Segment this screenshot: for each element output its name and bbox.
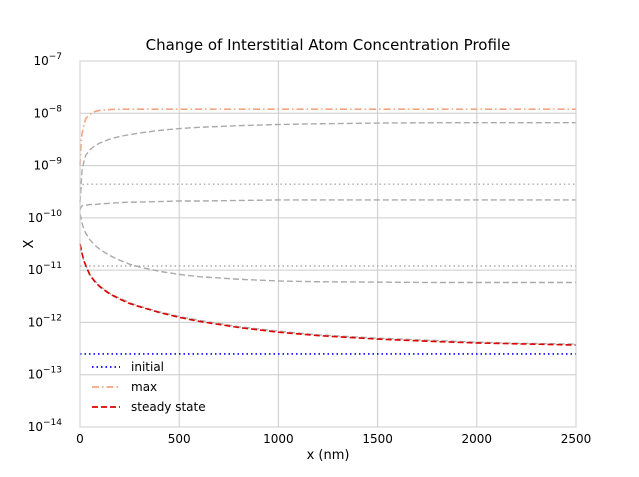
series-line-intermediate-5 (79, 213, 576, 284)
y-tick-base: 10 (33, 54, 48, 68)
y-tick-exponent: −13 (43, 366, 62, 376)
x-tick-label: 1500 (362, 432, 393, 446)
y-tick-base: 10 (33, 159, 48, 173)
plot-frame (79, 60, 577, 428)
y-tick-exponent: −9 (49, 157, 63, 167)
y-tick-label: 10−12 (28, 313, 62, 329)
legend-label: initial (131, 360, 164, 374)
y-tick-label: 10−14 (28, 418, 63, 434)
x-ticks: 0 500 1000 1500 2000 2500 (76, 432, 591, 446)
y-tick-exponent: −12 (43, 313, 62, 323)
y-tick-label: 10−10 (28, 209, 63, 225)
legend: initial max steady state (92, 360, 206, 414)
y-tick-base: 10 (28, 263, 43, 277)
x-axis-label: x (nm) (307, 448, 350, 463)
y-tick-label: 10−7 (33, 52, 62, 68)
x-tick-label: 2000 (462, 432, 493, 446)
y-tick-label: 10−13 (28, 366, 62, 382)
y-tick-base: 10 (28, 315, 43, 329)
x-tick-label: 0 (76, 432, 84, 446)
chart-title: Change of Interstitial Atom Concentratio… (146, 36, 511, 54)
legend-label: max (131, 380, 157, 394)
y-tick-exponent: −8 (49, 104, 63, 114)
series-group (79, 108, 577, 355)
series-line-intermediate-1 (79, 122, 576, 203)
y-tick-exponent: −14 (43, 418, 62, 428)
y-tick-label: 10−8 (33, 104, 62, 120)
x-tick-label: 1000 (263, 432, 294, 446)
series-line-max (79, 108, 576, 166)
y-axis-label: X (22, 239, 37, 248)
plot-area (80, 61, 576, 427)
y-tick-exponent: −7 (49, 52, 62, 62)
y-tick-base: 10 (28, 211, 43, 225)
series-line-steady-state (79, 243, 577, 346)
y-tick-base: 10 (28, 420, 43, 434)
y-tick-exponent: −11 (43, 261, 62, 271)
x-tick-label: 500 (168, 432, 191, 446)
y-tick-label: 10−11 (28, 261, 62, 277)
series-line-intermediate-2 (79, 183, 576, 203)
y-tick-label: 10−9 (33, 157, 62, 173)
y-tick-base: 10 (28, 368, 43, 382)
series-line-intermediate-3 (79, 199, 576, 211)
y-tick-exponent: −10 (43, 209, 62, 219)
y-tick-base: 10 (33, 106, 48, 120)
legend-label: steady state (131, 400, 206, 414)
x-tick-label: 2500 (561, 432, 592, 446)
